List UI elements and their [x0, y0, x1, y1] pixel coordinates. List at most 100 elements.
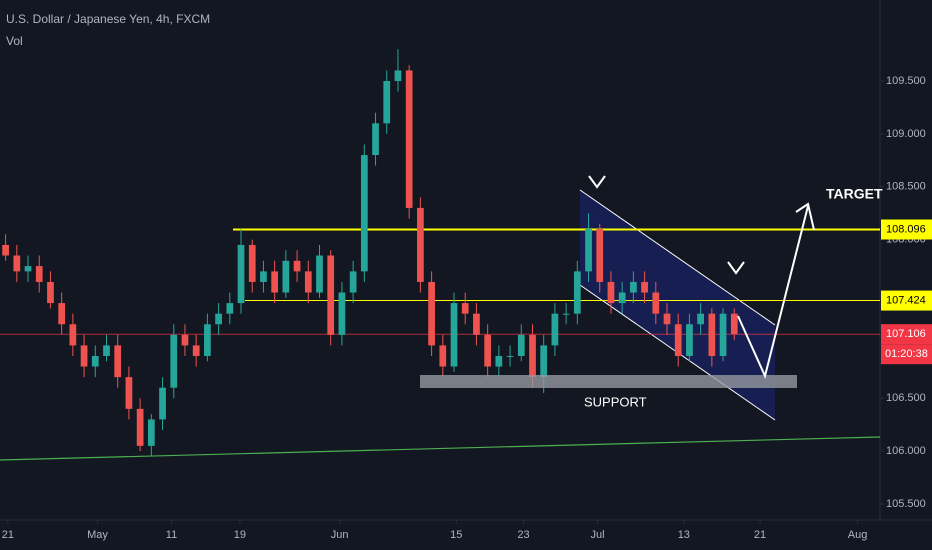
support-zone [420, 375, 797, 388]
candle-body [204, 324, 211, 356]
trend-line [0, 436, 881, 461]
candle-body [719, 313, 727, 356]
candle-body [585, 229, 592, 272]
candle-body [58, 303, 66, 325]
x-tick-label: 21 [754, 529, 766, 541]
candle-body [428, 281, 435, 346]
candle-body [360, 155, 368, 272]
price-label: 107.424 [886, 294, 926, 306]
price-label: 107.106 [886, 328, 926, 340]
candle-body [551, 313, 559, 346]
candle-body [170, 334, 178, 388]
candle-body [641, 281, 648, 293]
channel-top [579, 189, 776, 326]
candle-body [192, 345, 200, 356]
candle-body [248, 244, 256, 282]
y-tick-label: 109.500 [886, 75, 926, 87]
candle-body [215, 313, 222, 325]
candle-body [349, 271, 357, 293]
x-tick-label: Jul [590, 529, 604, 541]
chart-subtitle: Vol [6, 34, 23, 48]
x-tick-label: Jun [331, 529, 349, 541]
candle-body [663, 313, 671, 325]
channel-fill [580, 190, 775, 420]
candle-body [271, 271, 279, 293]
candle-body [517, 334, 525, 356]
y-tick-label: 106.500 [886, 392, 926, 404]
candle-body [181, 334, 189, 346]
candle-body [652, 292, 660, 314]
projection-arrow [737, 205, 809, 380]
candle-body [405, 70, 413, 208]
candle-body [473, 313, 480, 335]
countdown-box [881, 344, 932, 365]
candle-body [35, 266, 43, 282]
candle-body [13, 255, 21, 272]
candle-body [24, 266, 32, 272]
candle-body [80, 345, 88, 367]
candle-body [293, 260, 301, 272]
candle-body [2, 244, 9, 256]
candle-body [304, 271, 312, 293]
candles [2, 49, 738, 457]
x-tick-label: 15 [450, 529, 462, 541]
target-label: TARGET [826, 186, 883, 202]
candle-body [461, 303, 469, 314]
candle-body [529, 334, 536, 378]
candle-body [708, 313, 716, 356]
candle-body [417, 207, 424, 282]
candle-body [686, 324, 693, 356]
candle-body [282, 260, 290, 293]
candle-body [607, 281, 615, 304]
candle-body [450, 303, 458, 367]
candle-body [439, 345, 447, 367]
y-tick-label: 105.500 [886, 498, 926, 510]
candle-body [394, 70, 402, 82]
candle-body [47, 281, 54, 304]
x-tick-label: 21 [2, 529, 14, 541]
y-tick-label: 106.000 [886, 445, 926, 457]
candle-body [562, 313, 570, 315]
candle-body [495, 355, 503, 367]
candle-body [237, 244, 245, 304]
candle-body [540, 345, 548, 378]
candle-body [69, 324, 77, 346]
candle-body [506, 355, 514, 357]
y-tick-label: 108.500 [886, 181, 926, 193]
candle-body [114, 345, 122, 378]
y-tick-label: 109.000 [886, 128, 926, 140]
candle-body [372, 123, 379, 156]
candle-body [697, 313, 704, 325]
candle-body [327, 255, 335, 335]
candle-body [573, 271, 581, 314]
chart-title: U.S. Dollar / Japanese Yen, 4h, FXCM [6, 12, 210, 26]
x-tick-label: 13 [678, 529, 690, 541]
candle-body [674, 324, 682, 356]
x-tick-label: 19 [234, 529, 246, 541]
x-tick-label: May [87, 529, 108, 541]
candle-body [91, 355, 99, 367]
candle-body [596, 229, 604, 282]
countdown: 01:20:38 [885, 348, 928, 360]
candle-body [618, 292, 626, 304]
candle-body [125, 377, 133, 409]
candle-body [316, 255, 323, 293]
candle-body [730, 313, 738, 335]
candle-body [338, 292, 346, 335]
candle-body [159, 387, 166, 420]
chevron-mark [727, 261, 745, 275]
candle-body [147, 419, 155, 446]
candle-body [383, 81, 391, 124]
overlay: TARGET SUPPORT [420, 175, 883, 409]
candle-body [103, 345, 110, 356]
price-label-box [881, 219, 932, 240]
support-label: SUPPORT [584, 394, 647, 409]
x-tick-label: 11 [166, 529, 177, 541]
price-label-box [881, 324, 932, 345]
candle-body [136, 408, 144, 446]
candle-body [226, 303, 234, 314]
candle-body [260, 271, 267, 282]
